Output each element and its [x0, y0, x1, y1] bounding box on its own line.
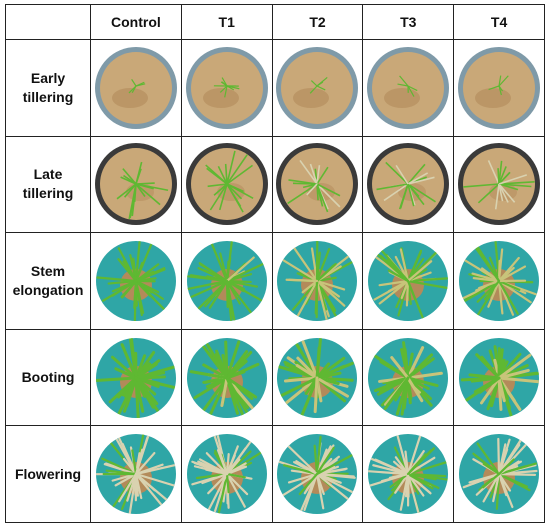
column-header-control: Control	[90, 4, 182, 40]
plant-photo	[273, 138, 362, 231]
photo-grid: Control T1 T2 T3 T4 Early tillering Late …	[5, 4, 545, 523]
plant-photo	[364, 138, 453, 231]
plant-photo	[182, 428, 271, 521]
photo-cell-t4	[453, 328, 545, 427]
photo-cell-t4	[453, 232, 545, 330]
photo-cell-t1	[180, 135, 273, 234]
photo-cell-t1	[180, 232, 273, 330]
plant-photo	[91, 234, 180, 327]
photo-cell-control	[90, 232, 182, 330]
photo-cell-t4	[453, 135, 545, 234]
plant-photo	[455, 41, 544, 134]
row-label-text: Late tillering	[22, 166, 74, 202]
column-header-t3: T3	[362, 4, 455, 40]
plant-photo	[455, 331, 544, 424]
photo-cell-t3	[362, 39, 455, 137]
photo-cell-t3	[362, 135, 455, 234]
plant-photo	[364, 234, 453, 327]
row-label: Stem elongation	[5, 232, 91, 330]
plant-photo	[182, 331, 271, 424]
grid-row: Flowering	[5, 425, 545, 523]
row-label: Late tillering	[5, 135, 91, 234]
photo-cell-control	[90, 328, 182, 427]
plant-photo	[182, 41, 271, 134]
column-header-t1: T1	[180, 4, 273, 40]
plant-photo	[91, 138, 180, 231]
photo-cell-control	[90, 39, 182, 137]
plant-photo	[364, 331, 453, 424]
plant-photo	[364, 41, 453, 134]
plant-photo	[91, 331, 180, 424]
photo-cell-t4	[453, 39, 545, 137]
column-header-t4: T4	[453, 4, 545, 40]
photo-cell-t2	[271, 328, 364, 427]
plant-photo	[273, 234, 362, 327]
photo-cell-t4	[453, 425, 545, 523]
photo-cell-t2	[271, 39, 364, 137]
row-label: Early tillering	[5, 39, 91, 137]
photo-cell-t2	[271, 232, 364, 330]
photo-cell-t1	[180, 328, 273, 427]
plant-photo	[91, 428, 180, 521]
photo-cell-t2	[271, 135, 364, 234]
photo-cell-control	[90, 135, 182, 234]
grid-row: Stem elongation	[5, 232, 545, 330]
grid-row: Booting	[5, 328, 545, 427]
photo-cell-t3	[362, 328, 455, 427]
photo-cell-t3	[362, 425, 455, 523]
header-row: Control T1 T2 T3 T4	[5, 4, 545, 40]
photo-cell-control	[90, 425, 182, 523]
plant-photo	[273, 41, 362, 134]
grid-row: Early tillering	[5, 39, 545, 137]
plant-photo	[455, 428, 544, 521]
photo-cell-t1	[180, 39, 273, 137]
column-header-t2: T2	[271, 4, 364, 40]
photo-cell-t3	[362, 232, 455, 330]
photo-cell-t2	[271, 425, 364, 523]
row-label-text: Booting	[21, 369, 75, 386]
plant-photo	[182, 234, 271, 327]
grid-row: Late tillering	[5, 135, 545, 234]
row-label: Flowering	[5, 425, 91, 523]
plant-photo	[273, 428, 362, 521]
plant-photo	[455, 234, 544, 327]
photo-cell-t1	[180, 425, 273, 523]
plant-photo	[91, 41, 180, 134]
row-label-text: Stem elongation	[12, 262, 84, 298]
row-label: Booting	[5, 328, 91, 427]
plant-photo	[364, 428, 453, 521]
plant-photo	[455, 138, 544, 231]
row-label-text: Early tillering	[22, 69, 74, 105]
corner-cell	[5, 4, 91, 40]
plant-photo	[273, 331, 362, 424]
row-label-text: Flowering	[14, 465, 82, 482]
plant-photo	[182, 138, 271, 231]
